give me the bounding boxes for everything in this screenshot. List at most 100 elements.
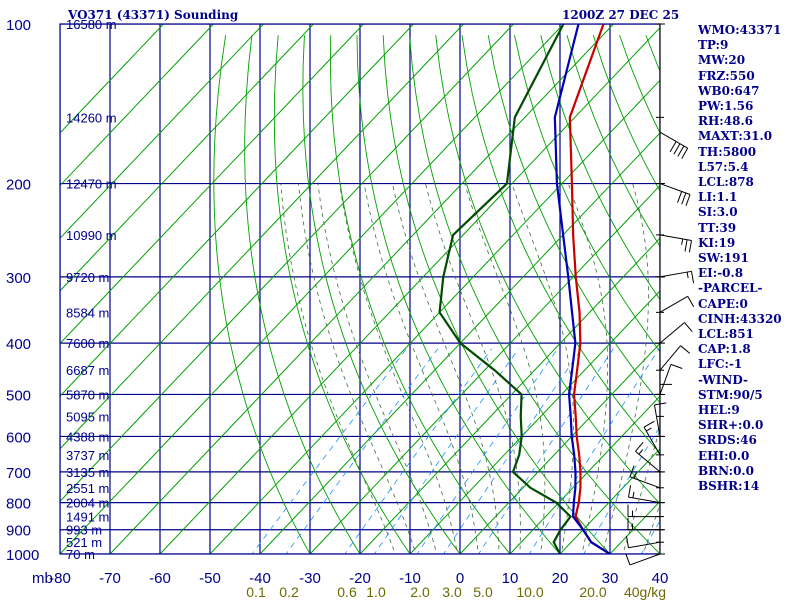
height-label: 6687 m [66,363,109,378]
height-label: 2004 m [66,496,109,511]
plot-area [60,24,660,554]
mixing-ratio-label: 40g/kg [624,584,666,600]
dry-adiabat [540,35,660,301]
pressure-tick-label: 300 [6,270,31,287]
wind-barb [659,363,683,395]
wind-barb [627,517,660,531]
height-label: 4388 m [66,429,109,444]
chart-timestamp: 1200Z 27 DEC 25 [562,8,680,22]
index-item: WMO:43371 [698,23,782,37]
wind-barb [629,465,661,489]
index-item: TP:9 [698,38,729,53]
wind-barb [659,345,691,371]
dry-adiabat [244,35,361,554]
index-item: PW:1.56 [698,99,754,114]
height-label: 1491 m [66,510,109,525]
isotherm [509,395,660,554]
index-item: TT:39 [698,220,737,235]
moist-adiabat [622,426,660,554]
pressure-tick-label: 1000 [6,547,39,564]
index-item: CAP:1.8 [698,342,751,357]
index-item: RH:48.6 [698,114,753,129]
isotherm [60,24,364,345]
index-item: L57:5.4 [698,159,749,174]
wind-barb [625,553,661,566]
index-item: LCL:851 [698,327,754,342]
moist-adiabat [464,183,546,554]
index-item: LFC:-1 [698,357,743,372]
temp-tick-label: -30 [299,570,321,587]
temp-tick-label: -50 [199,570,221,587]
mixing-ratio-line [443,348,582,554]
isotherm [209,79,660,554]
isotherm [60,24,314,292]
pressure-tick-label: 800 [6,496,31,513]
temp-tick-label: -60 [149,570,171,587]
dry-adiabat [356,35,561,554]
dry-adiabat [514,35,660,353]
dry-adiabat [302,35,461,554]
mixing-ratio-line [416,348,558,554]
temp-tick-label: 30 [602,570,619,587]
temp-tick-label: -10 [399,570,421,587]
index-item: TH:5800 [698,144,757,159]
isotherm [60,24,564,554]
dry-adiabat [382,35,611,554]
mixing-ratio-line [251,348,407,554]
pressure-tick-label: 900 [6,523,31,540]
wind-barb [659,234,693,253]
index-item: MW:20 [698,53,746,68]
mixing-ratio-label: 5.0 [473,584,493,600]
mixing-ratio-label: 1.0 [366,584,386,600]
mixing-ratio-line [285,348,439,554]
moist-adiabat [567,183,609,554]
dry-adiabat [329,35,511,554]
isotherm [559,448,660,554]
height-label: 12470 m [66,177,117,192]
wind-barb [659,295,695,313]
wind-barb [659,131,689,159]
mixing-ratio-line [373,348,519,554]
temp-tick-label: -80 [49,570,71,587]
dry-adiabat [487,35,660,404]
isotherm [259,132,660,554]
wind-barb [659,383,672,417]
pressure-tick-label: 700 [6,465,31,482]
isotherm [60,24,214,187]
mixing-ratio-label: 0.2 [279,584,299,600]
temp-tick-label: -70 [99,570,121,587]
pressure-tick-label: 200 [6,177,31,194]
index-item: KI:19 [698,235,736,250]
axis-unit-label: mb [32,570,53,587]
temp-tick-label: 10 [502,570,519,587]
moist-adiabat [363,183,479,554]
height-label: 70 m [66,547,95,562]
mixing-ratio-label: 2.0 [410,584,430,600]
wind-barb [659,183,691,206]
moist-adiabat [298,183,417,554]
height-label: 5870 m [66,387,109,402]
wind-barb [635,441,661,473]
mixing-ratio-line [344,348,492,554]
dry-adiabat [409,35,660,554]
index-item: SHR+:0.0 [698,418,764,433]
height-label: 3737 m [66,448,109,463]
isotherm [359,237,660,554]
index-item: LI:1.1 [698,190,738,205]
index-item: -WIND- [698,372,748,387]
mixing-ratio-label: 10.0 [516,584,543,600]
index-item: FRZ:550 [698,68,755,83]
index-item: EI:-0.8 [698,266,744,281]
isotherm [109,24,614,554]
wind-barb [659,270,695,284]
dry-adiabat [213,35,311,554]
isotherm [159,26,660,554]
dry-adiabat [273,35,411,554]
index-item: BSHR:14 [698,479,760,494]
temp-tick-label: 40 [652,570,669,587]
moist-adiabat [317,183,438,554]
height-label: 14260 m [66,110,117,125]
index-item: -PARCEL- [698,281,763,296]
wind-barb [643,420,661,456]
index-item: SRDS:46 [698,433,757,448]
